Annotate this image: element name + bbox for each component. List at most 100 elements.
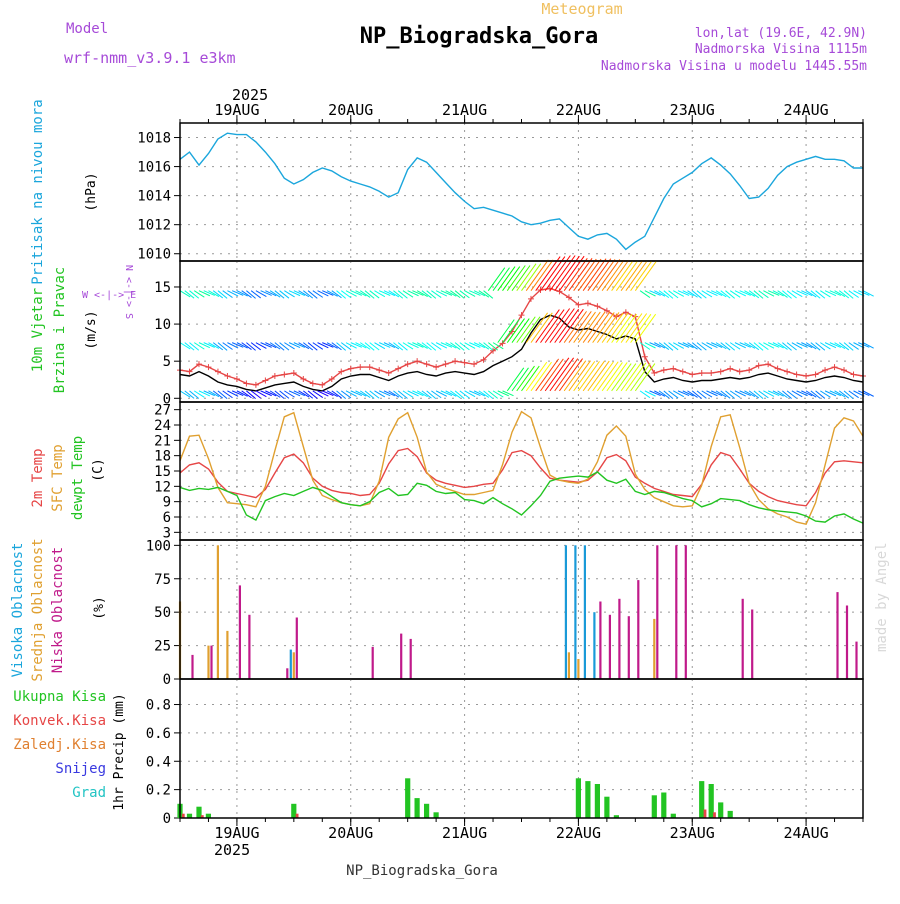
wind-arrow <box>241 390 252 399</box>
wind-arrow <box>402 290 414 298</box>
wind-arrow <box>720 290 731 299</box>
wind-arrow <box>435 390 448 397</box>
wind-arrow <box>677 390 690 397</box>
wind-arrow <box>578 361 600 392</box>
wind-arrow <box>497 390 509 397</box>
wind-arrow <box>715 390 727 398</box>
wind-arrow <box>379 290 391 296</box>
precipitation-ytick-label: 0.2 <box>146 783 171 799</box>
wind-arrow <box>838 390 850 399</box>
wind-arrow <box>767 290 780 296</box>
wind-arrow <box>450 342 461 350</box>
wind-arrow <box>549 308 575 343</box>
wind-arrow <box>544 357 570 392</box>
wind-arrow <box>606 312 629 343</box>
wind-arrow <box>416 390 428 398</box>
precipitation-bar-ukupna-kisa <box>424 803 430 818</box>
wind-arrow <box>682 342 694 349</box>
gust-marker <box>736 368 743 375</box>
temperature-ytick-label: 27 <box>154 403 171 419</box>
wind-arrow <box>843 390 854 399</box>
gust-marker <box>841 367 848 374</box>
wind-arrow <box>782 342 792 351</box>
wind-arrow <box>668 290 679 299</box>
wind-arrow <box>445 342 457 349</box>
wind-arrow <box>198 390 211 397</box>
gust-marker <box>490 347 497 354</box>
gust-marker <box>755 362 762 369</box>
wind-arrow <box>227 342 239 349</box>
wind-arrow <box>649 390 661 397</box>
wind-arrow <box>578 258 602 291</box>
wind-arrow <box>696 390 707 399</box>
wind-arrow <box>246 342 256 351</box>
wind-arrow <box>582 311 606 343</box>
wind-arrow <box>359 390 371 399</box>
temperature-ytick-label: 24 <box>154 418 171 434</box>
wind-arrow <box>464 390 476 398</box>
temperature-line-dewpt-temp <box>179 471 864 524</box>
gust-marker <box>224 373 231 380</box>
wind-arrow <box>450 290 461 299</box>
precip-panel-labels: Ukupna Kisa Konvek.Kisa Zaledj.Kisa Snij… <box>13 689 127 811</box>
wind-arrow <box>663 290 674 299</box>
wind-arrow <box>596 312 620 343</box>
wind-arrow <box>383 290 396 297</box>
wind-arrow <box>625 362 647 392</box>
wind-arrow <box>303 390 314 399</box>
wind-arrow <box>658 290 670 299</box>
wind-arrow <box>615 313 638 343</box>
clouds-bar-niska-oblacnost <box>238 585 241 679</box>
wind-arrow <box>862 342 874 349</box>
gust-marker <box>850 371 857 378</box>
wind-arrow <box>725 342 736 351</box>
compass-vertical: N <-|-> S <box>123 265 134 319</box>
wind-arrow <box>412 290 424 296</box>
wind-arrow <box>858 390 870 397</box>
wind-arrow <box>554 308 580 343</box>
wind-arrow <box>189 342 200 351</box>
wind-arrow <box>236 390 248 397</box>
wind-arrow <box>412 390 424 397</box>
wind-arrow <box>288 390 301 397</box>
wind-arrow <box>265 390 277 397</box>
precipitation-bar-ukupna-kisa <box>414 798 420 818</box>
wind-panel: 0 5 10 15 <box>154 255 874 407</box>
precipitation-bar-ukupna-kisa <box>405 778 411 818</box>
wind-arrow <box>222 290 233 298</box>
wind-arrow <box>397 290 408 299</box>
gust-marker <box>708 370 715 377</box>
wind-arrow <box>487 342 498 351</box>
wind-arrow <box>559 308 584 343</box>
wind-arrow <box>563 258 588 291</box>
wind-arrow <box>829 290 842 296</box>
day-label-bottom: 22AUG <box>556 824 601 842</box>
wind-arrow <box>317 342 329 349</box>
temperature-ytick-label: 12 <box>154 479 171 495</box>
wind-arrow <box>231 290 244 296</box>
precipitation-bar-konvek-kisa <box>295 813 299 818</box>
wind-arrow <box>421 390 432 399</box>
precipitation-bar-ukupna-kisa <box>291 803 297 818</box>
wind-arrow <box>559 358 583 392</box>
wind-arrow <box>184 342 195 351</box>
gust-marker <box>385 370 392 377</box>
wind-arrow <box>673 290 685 297</box>
wind-arrow <box>658 342 670 350</box>
wind-arrow <box>748 290 760 299</box>
wind-arrow <box>815 342 826 351</box>
wind-arrow <box>644 290 656 297</box>
wind-arrow <box>464 342 476 349</box>
wind-arrow <box>274 342 285 351</box>
wind-arrow <box>606 259 630 291</box>
plot-layer: 1010101210141016101805101536912151821242… <box>137 101 874 842</box>
wind-arrow <box>544 308 571 343</box>
wind-arrow <box>525 259 549 291</box>
temperature-ytick-label: 21 <box>154 433 171 449</box>
wind-arrow <box>573 361 596 392</box>
wind-arrow <box>279 390 290 399</box>
wind-arrow <box>578 311 601 343</box>
wind-arrow <box>729 342 741 350</box>
wind-arrow <box>473 342 486 349</box>
wind-arrow <box>796 290 808 296</box>
